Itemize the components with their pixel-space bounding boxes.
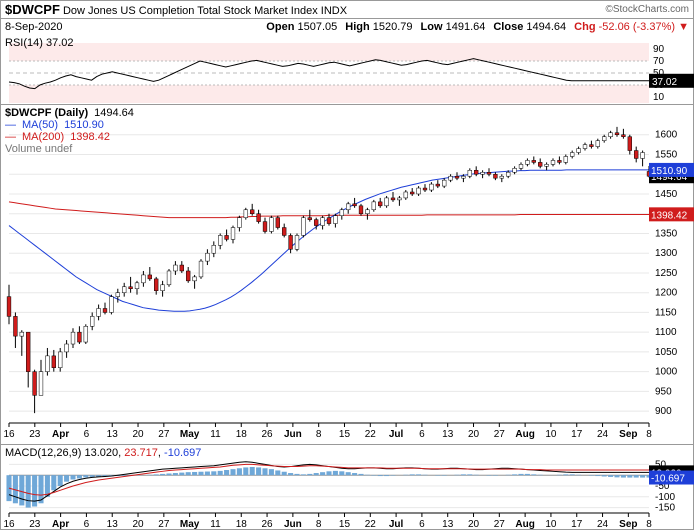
watermark: ©StockCharts.com [605, 4, 689, 15]
svg-text:-100: -100 [655, 492, 675, 503]
svg-text:13: 13 [442, 429, 454, 440]
svg-text:-150: -150 [655, 503, 675, 514]
svg-text:Aug: Aug [515, 519, 534, 530]
svg-text:Sep: Sep [619, 519, 637, 530]
svg-text:6: 6 [84, 429, 90, 440]
ma50-label: MA(50) [22, 119, 58, 131]
ma50-value: 1510.90 [64, 119, 104, 131]
svg-text:20: 20 [468, 429, 480, 440]
svg-text:23: 23 [29, 429, 41, 440]
svg-text:1150: 1150 [655, 307, 677, 318]
svg-text:1200: 1200 [655, 288, 678, 299]
svg-text:13: 13 [107, 429, 119, 440]
svg-text:1550: 1550 [655, 149, 678, 160]
svg-text:10: 10 [545, 429, 557, 440]
svg-text:20: 20 [132, 429, 144, 440]
svg-text:8: 8 [646, 429, 652, 440]
svg-text:1250: 1250 [655, 268, 678, 279]
svg-text:8: 8 [316, 429, 322, 440]
price-panel: $DWCPF (Daily) 1494.64 — MA(50) 1510.90 … [1, 105, 693, 445]
svg-text:May: May [180, 519, 200, 530]
instrument-name: Dow Jones US Completion Total Stock Mark… [63, 5, 318, 17]
svg-text:1600: 1600 [655, 130, 678, 141]
svg-text:Apr: Apr [52, 429, 69, 440]
svg-text:27: 27 [494, 519, 506, 530]
svg-text:23: 23 [29, 519, 41, 530]
svg-text:18: 18 [236, 519, 248, 530]
svg-text:70: 70 [653, 56, 665, 67]
svg-text:Jul: Jul [389, 429, 404, 440]
svg-text:18: 18 [236, 429, 248, 440]
volume-label: Volume undef [5, 143, 72, 155]
svg-text:27: 27 [494, 429, 506, 440]
svg-text:1000: 1000 [655, 367, 678, 378]
svg-text:27: 27 [158, 519, 170, 530]
svg-text:15: 15 [339, 429, 351, 440]
svg-text:13: 13 [442, 519, 454, 530]
macd-v1: 13.020 [84, 447, 118, 459]
svg-text:6: 6 [84, 519, 90, 530]
svg-text:Jun: Jun [284, 519, 302, 530]
svg-text:-10.697: -10.697 [651, 474, 685, 485]
svg-text:15: 15 [339, 519, 351, 530]
svg-text:Sep: Sep [619, 429, 637, 440]
price-title: $DWCPF (Daily) [5, 107, 88, 119]
svg-text:6: 6 [419, 519, 425, 530]
rsi-label: RSI(14) [5, 37, 43, 49]
svg-text:37.02: 37.02 [652, 77, 677, 88]
price-close: 1494.64 [94, 107, 134, 119]
chart-container: $DWCPF Dow Jones US Completion Total Sto… [0, 0, 694, 530]
ohlc-row: 8-Sep-2020 Open 1507.05 High 1520.79 Low… [1, 19, 693, 35]
ticker-symbol: $DWCPF [5, 2, 60, 17]
svg-text:11: 11 [210, 429, 221, 440]
svg-text:24: 24 [597, 519, 609, 530]
svg-text:6: 6 [419, 429, 425, 440]
svg-text:22: 22 [365, 429, 377, 440]
svg-text:10: 10 [653, 92, 665, 103]
svg-text:8: 8 [316, 519, 322, 530]
chart-header: $DWCPF Dow Jones US Completion Total Sto… [1, 1, 693, 19]
svg-text:20: 20 [132, 519, 144, 530]
svg-text:Apr: Apr [52, 519, 69, 530]
svg-text:22: 22 [365, 519, 377, 530]
rsi-panel: RSI(14) 37.02 103050709037.02 [1, 35, 693, 105]
svg-text:Aug: Aug [515, 429, 534, 440]
svg-text:8: 8 [646, 519, 652, 530]
macd-v3: -10.697 [164, 447, 201, 459]
svg-text:1300: 1300 [655, 248, 678, 259]
svg-text:26: 26 [262, 429, 274, 440]
svg-text:10: 10 [545, 519, 557, 530]
macd-v2: 23.717 [124, 447, 158, 459]
macd-label: MACD(12,26,9) [5, 447, 81, 459]
svg-text:27: 27 [158, 429, 170, 440]
svg-text:16: 16 [3, 429, 15, 440]
rsi-value: 37.02 [46, 37, 74, 49]
macd-panel: MACD(12,26,9) 13.020, 23.717, -10.697 -1… [1, 445, 693, 530]
chart-date: 8-Sep-2020 [5, 21, 63, 33]
ma200-value: 1398.42 [70, 131, 110, 143]
svg-text:1050: 1050 [655, 347, 678, 358]
svg-text:26: 26 [262, 519, 274, 530]
svg-text:13: 13 [107, 519, 119, 530]
svg-text:16: 16 [3, 519, 15, 530]
ma200-label: MA(200) [22, 131, 64, 143]
svg-text:950: 950 [655, 386, 672, 397]
svg-text:11: 11 [210, 519, 221, 530]
svg-text:17: 17 [571, 519, 583, 530]
svg-text:1350: 1350 [655, 228, 678, 239]
svg-text:17: 17 [571, 429, 583, 440]
svg-text:90: 90 [653, 44, 665, 55]
svg-text:20: 20 [468, 519, 480, 530]
svg-text:1510.90: 1510.90 [651, 166, 688, 177]
svg-text:1100: 1100 [655, 327, 677, 338]
svg-text:900: 900 [655, 406, 672, 417]
svg-text:Jun: Jun [284, 429, 302, 440]
svg-text:May: May [180, 429, 200, 440]
svg-text:1450: 1450 [655, 189, 678, 200]
svg-text:24: 24 [597, 429, 609, 440]
svg-text:1398.42: 1398.42 [651, 210, 688, 221]
svg-text:Jul: Jul [389, 519, 404, 530]
instrument-type: INDX [321, 5, 347, 17]
